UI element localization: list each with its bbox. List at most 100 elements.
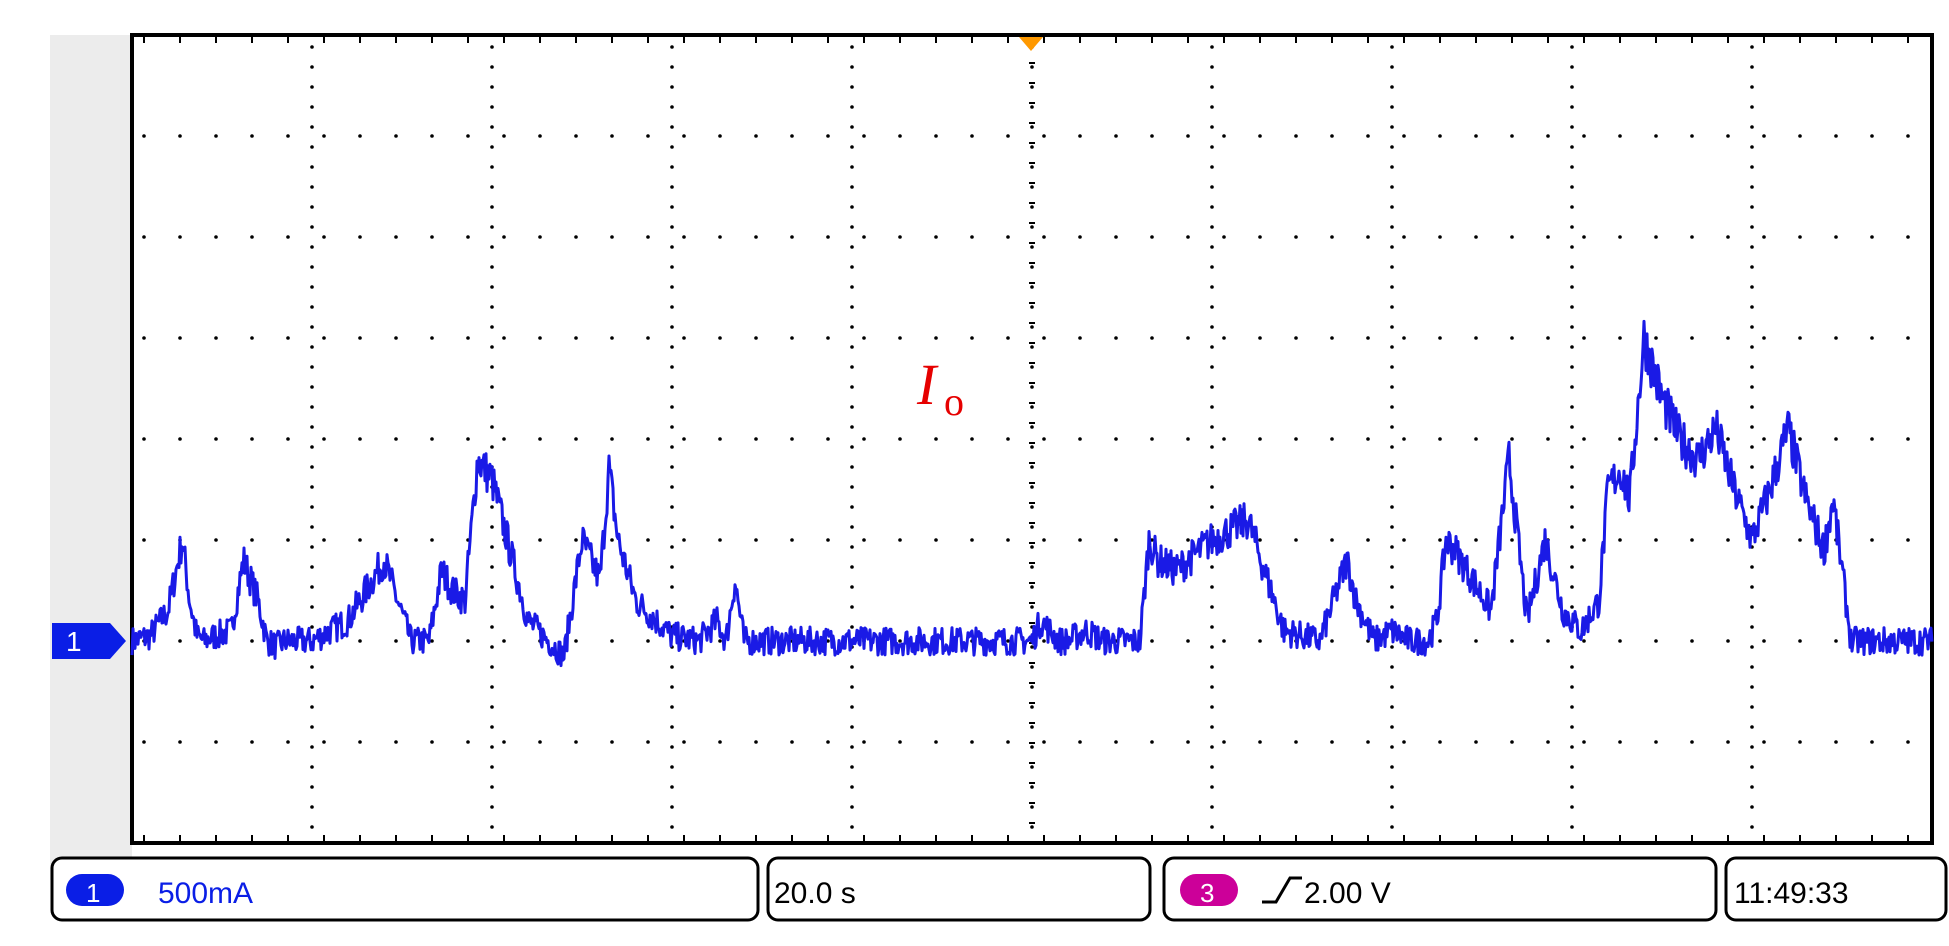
grid-dot	[1570, 445, 1574, 449]
grid-dot	[1750, 605, 1754, 609]
grid-dot	[670, 145, 674, 149]
clock-status-box[interactable]	[1724, 856, 1948, 922]
grid-dot	[1258, 639, 1262, 643]
grid-dot	[1210, 805, 1214, 809]
grid-dot	[1210, 85, 1214, 89]
grid-dot	[850, 365, 854, 369]
grid-dot	[286, 740, 290, 744]
grid-dot	[610, 639, 614, 643]
grid-dot	[862, 134, 866, 138]
grid-dot	[178, 134, 182, 138]
grid-dot	[646, 639, 650, 643]
grid-dot	[1870, 235, 1874, 239]
left-margin-strip	[50, 35, 132, 880]
grid-dot	[1366, 336, 1370, 340]
grid-dot	[1294, 134, 1298, 138]
grid-dot	[1390, 465, 1394, 469]
grid-dot	[310, 565, 314, 569]
grid-dot	[1114, 235, 1118, 239]
grid-dot	[1834, 134, 1838, 138]
grid-dot	[322, 437, 326, 441]
grid-dot	[1474, 740, 1478, 744]
grid-dot	[142, 336, 146, 340]
grid-dot	[1210, 125, 1214, 129]
grid-dot	[1210, 725, 1214, 729]
grid-dot	[1210, 625, 1214, 629]
grid-dot	[310, 585, 314, 589]
ch1-status-box[interactable]	[50, 856, 760, 922]
grid-dot	[754, 538, 758, 542]
grid-dot	[574, 437, 578, 441]
grid-dot	[466, 336, 470, 340]
grid-dot	[1210, 225, 1214, 229]
grid-dot	[1762, 336, 1766, 340]
grid-dot	[1390, 245, 1394, 249]
grid-dot	[1210, 485, 1214, 489]
grid-dot	[1390, 85, 1394, 89]
grid-dot	[646, 538, 650, 542]
grid-dot	[1726, 235, 1730, 239]
grid-dot	[358, 336, 362, 340]
grid-dot	[1750, 625, 1754, 629]
grid-dot	[1474, 639, 1478, 643]
grid-dot	[142, 437, 146, 441]
grid-dot	[490, 745, 494, 749]
grid-dot	[430, 740, 434, 744]
grid-dot	[1570, 165, 1574, 169]
trigger-status-box[interactable]	[1162, 856, 1718, 922]
grid-dot	[826, 134, 830, 138]
grid-dot	[1570, 525, 1574, 529]
grid-dot	[1390, 545, 1394, 549]
grid-dot	[1030, 385, 1034, 389]
grid-dot	[1030, 145, 1034, 149]
grid-dot	[1750, 645, 1754, 649]
ch1-scale-readout: 500mA	[158, 877, 253, 910]
grid-dot	[850, 625, 854, 629]
grid-dot	[646, 134, 650, 138]
grid-dot	[1186, 740, 1190, 744]
grid-dot	[850, 305, 854, 309]
grid-dot	[1390, 225, 1394, 229]
grid-dot	[1654, 538, 1658, 542]
grid-dot	[1750, 405, 1754, 409]
grid-dot	[1726, 134, 1730, 138]
grid-dot	[430, 235, 434, 239]
grid-dot	[670, 705, 674, 709]
grid-dot	[1078, 134, 1082, 138]
grid-dot	[670, 805, 674, 809]
grid-dot	[310, 665, 314, 669]
grid-dot	[178, 235, 182, 239]
grid-dot	[1750, 125, 1754, 129]
grid-dot	[1390, 365, 1394, 369]
grid-dot	[1390, 425, 1394, 429]
grid-dot	[466, 639, 470, 643]
grid-dot	[490, 765, 494, 769]
grid-dot	[1222, 235, 1226, 239]
grid-dot	[1546, 639, 1550, 643]
grid-dot	[1330, 740, 1334, 744]
grid-dot	[1570, 385, 1574, 389]
grid-dot	[1870, 437, 1874, 441]
grid-dot	[1546, 740, 1550, 744]
grid-dot	[1582, 639, 1586, 643]
grid-dot	[754, 336, 758, 340]
grid-dot	[1390, 785, 1394, 789]
grid-dot	[1210, 405, 1214, 409]
grid-dot	[1030, 805, 1034, 809]
grid-dot	[1258, 437, 1262, 441]
grid-dot	[1030, 485, 1034, 489]
grid-dot	[310, 285, 314, 289]
grid-dot	[1006, 437, 1010, 441]
grid-dot	[310, 405, 314, 409]
timebase-status-box[interactable]	[766, 856, 1152, 922]
grid-dot	[490, 45, 494, 49]
grid-dot	[466, 235, 470, 239]
grid-dot	[670, 205, 674, 209]
grid-dot	[970, 437, 974, 441]
trace-label-sub: o	[944, 379, 964, 424]
grid-dot	[670, 45, 674, 49]
grid-dot	[310, 805, 314, 809]
grid-dot	[502, 740, 506, 744]
grid-dot	[1030, 645, 1034, 649]
